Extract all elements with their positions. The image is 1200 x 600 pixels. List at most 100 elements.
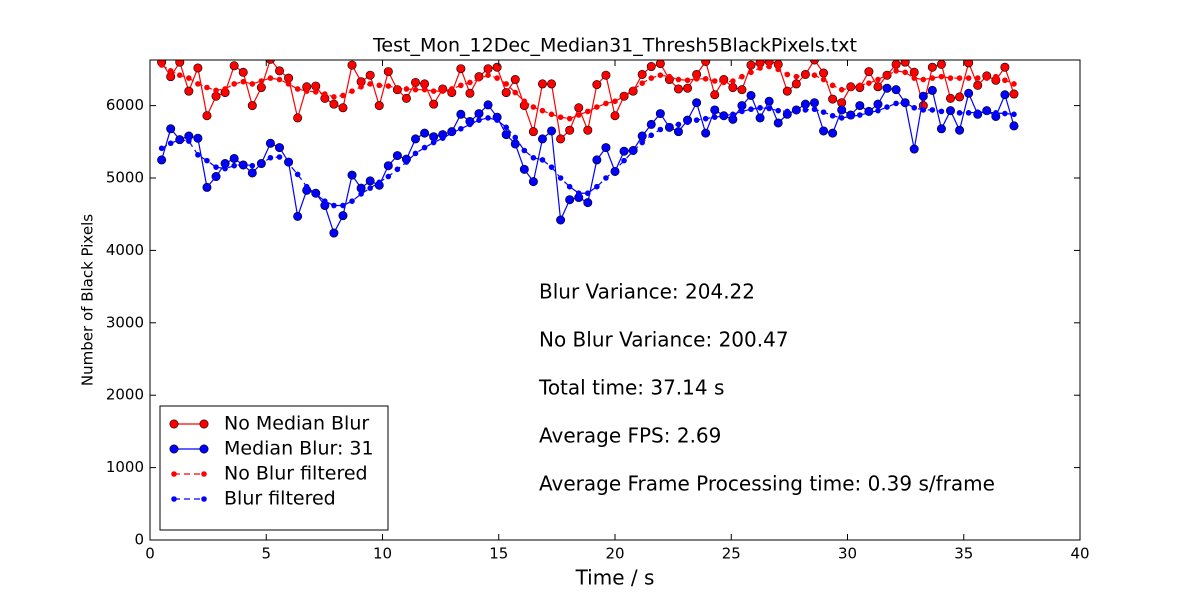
data-point [648, 75, 655, 81]
annotation: Total time: 37.14 s [538, 376, 724, 400]
data-point [675, 76, 682, 83]
data-point [693, 117, 700, 123]
data-point [476, 76, 482, 82]
data-point [329, 99, 339, 109]
data-point [730, 111, 736, 118]
data-point [467, 79, 473, 86]
data-point [964, 60, 974, 68]
data-point [349, 88, 355, 94]
data-point [766, 105, 772, 112]
data-point [583, 125, 593, 135]
data-point [439, 88, 446, 94]
data-point [601, 70, 611, 80]
data-point [847, 85, 854, 92]
data-point [474, 109, 484, 119]
annotation: Average Frame Processing time: 0.39 s/fr… [539, 472, 995, 496]
legend-label: Blur filtered [224, 488, 336, 510]
data-point [721, 112, 727, 119]
data-point [547, 126, 557, 136]
data-point [621, 93, 627, 99]
data-point [819, 126, 829, 136]
x-tick-label: 40 [1070, 545, 1089, 563]
y-tick-label: 6000 [106, 96, 144, 114]
data-point [927, 85, 937, 95]
data-point [322, 198, 328, 204]
data-point [448, 86, 455, 92]
data-point [311, 81, 321, 91]
data-point [456, 109, 466, 119]
data-point [764, 96, 774, 106]
data-point [702, 115, 709, 122]
data-point [701, 60, 711, 66]
data-point [574, 103, 584, 113]
data-point [158, 62, 165, 68]
data-point [158, 145, 165, 152]
x-tick-label: 20 [605, 545, 624, 563]
data-point [340, 92, 346, 99]
series-line [161, 102, 1015, 207]
data-point [637, 131, 647, 141]
data-point [403, 159, 410, 165]
data-point [684, 77, 691, 84]
data-point [875, 76, 881, 83]
data-point [202, 111, 212, 121]
data-point [312, 89, 319, 95]
data-point [193, 133, 203, 143]
data-point [748, 106, 754, 113]
data-point [882, 83, 892, 93]
legend-label: No Median Blur [224, 413, 369, 435]
data-point [955, 92, 965, 102]
data-point [621, 157, 627, 164]
data-point [666, 73, 673, 80]
data-point [927, 62, 937, 72]
data-point [358, 83, 364, 90]
data-point [276, 76, 283, 83]
data-point [367, 81, 373, 87]
data-point [955, 125, 965, 135]
data-point [476, 117, 482, 123]
data-point [739, 108, 745, 115]
data-point [646, 119, 656, 129]
data-point [294, 86, 301, 92]
data-point [293, 211, 303, 221]
data-point [757, 65, 763, 71]
data-point [728, 83, 738, 93]
data-point [439, 135, 446, 141]
x-tick-label: 10 [373, 545, 392, 563]
data-point [565, 195, 575, 205]
data-point [619, 146, 629, 156]
data-point [456, 64, 466, 74]
data-point [501, 88, 511, 98]
chart-title: Test_Mon_12Dec_Median31_Thresh5BlackPixe… [372, 35, 857, 57]
data-point [655, 60, 665, 69]
data-point [592, 80, 602, 90]
data-point [483, 100, 493, 110]
data-point [657, 72, 664, 79]
data-point [828, 128, 838, 138]
data-point [265, 138, 275, 148]
data-point [403, 86, 410, 92]
data-point [557, 175, 564, 181]
data-point [918, 91, 928, 101]
data-point [358, 191, 364, 197]
data-point [757, 104, 763, 111]
data-point [603, 175, 609, 181]
data-point [784, 71, 791, 78]
data-point [884, 72, 890, 79]
data-point [467, 121, 473, 128]
data-point [746, 60, 756, 70]
data-point [412, 150, 419, 157]
data-point [258, 78, 265, 84]
data-point [512, 89, 519, 96]
data-point [521, 98, 528, 105]
data-point [184, 86, 194, 96]
legend-marker [169, 444, 179, 454]
data-point [920, 107, 927, 113]
data-point [229, 153, 239, 163]
data-point [947, 75, 954, 81]
data-point [911, 75, 918, 81]
data-point [157, 155, 167, 165]
data-point [983, 75, 990, 81]
data-point [793, 107, 800, 114]
